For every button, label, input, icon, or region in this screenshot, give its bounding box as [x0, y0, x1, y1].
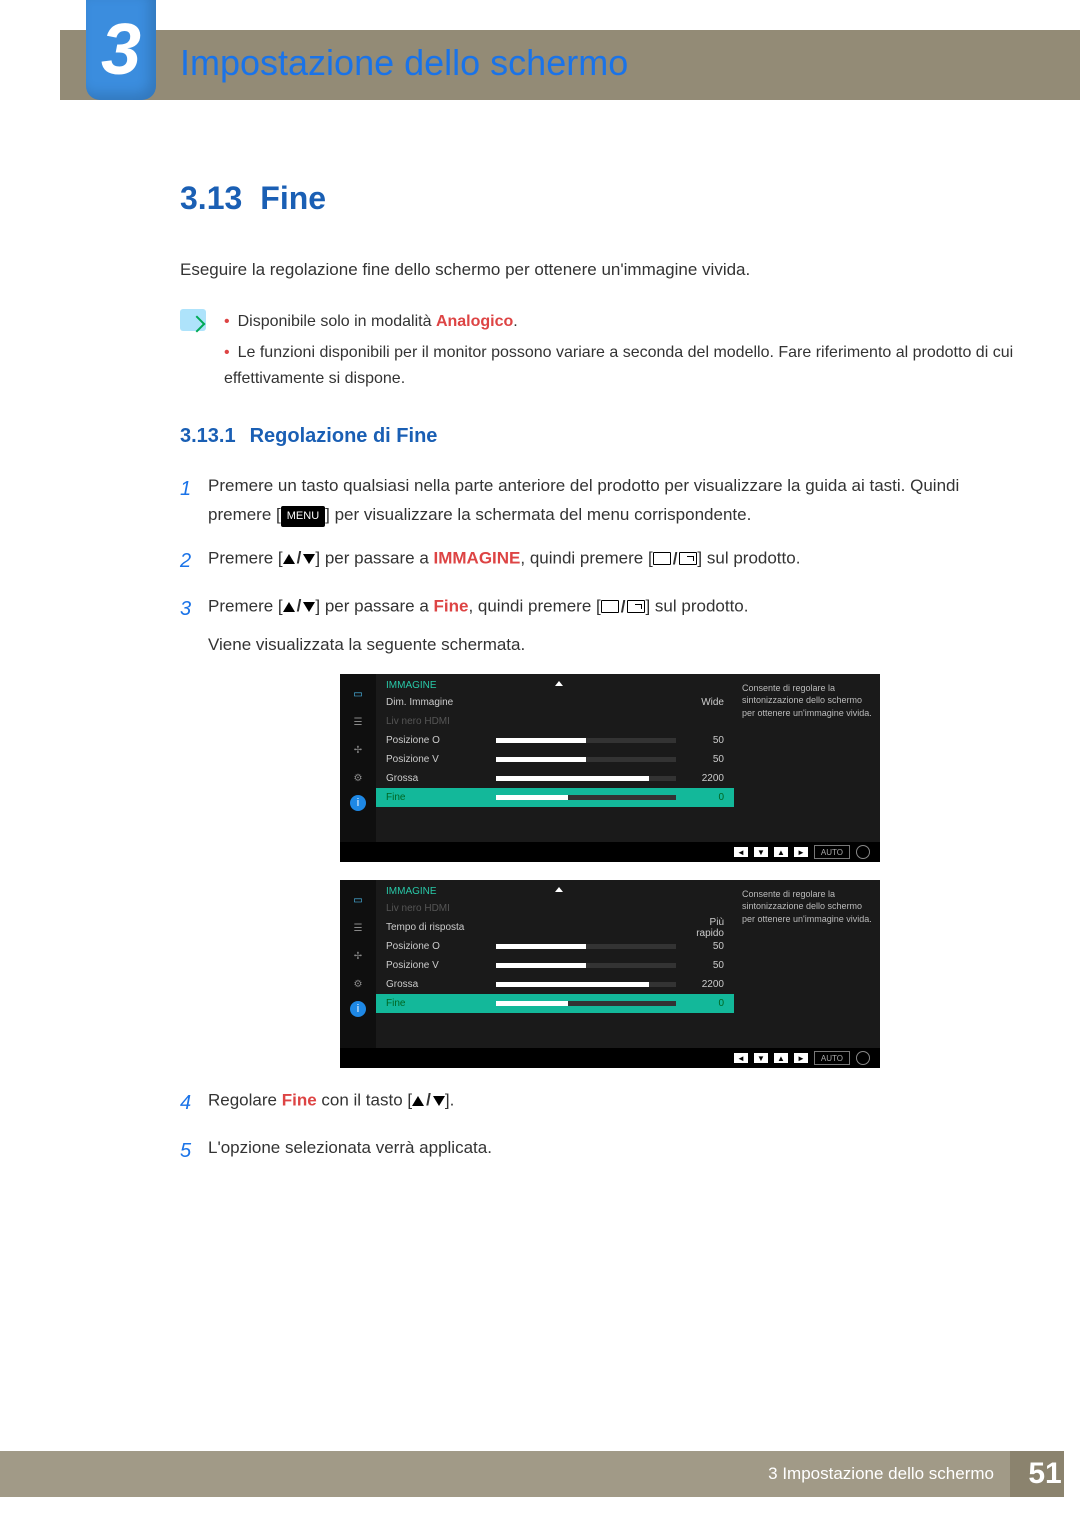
osd-row: Grossa2200 — [376, 975, 734, 994]
osd-row: Posizione O50 — [376, 937, 734, 956]
footer-page: 51 — [1010, 1451, 1080, 1497]
osd-row: Posizione V50 — [376, 750, 734, 769]
osd-row: Grossa2200 — [376, 769, 734, 788]
osd-sidebar: ▭ ☰ ✢ ⚙ i — [340, 880, 376, 1048]
osd-row: Fine0 — [376, 994, 734, 1013]
osd-panel: ▭ ☰ ✢ ⚙ i IMMAGINEDim. ImmagineWideLiv nero H… — [340, 674, 880, 862]
steps-bottom: 4Regolare Fine con il tasto [/]. 5L'opzio… — [180, 1086, 1020, 1168]
monitor-icon: ▭ — [347, 683, 369, 705]
steps: 1Premere un tasto qualsiasi nella parte … — [180, 472, 1020, 660]
osd-row: Liv nero HDMI — [376, 712, 734, 731]
gear-icon: ⚙ — [347, 767, 369, 789]
osd-row: Dim. ImmagineWide — [376, 693, 734, 712]
osd-row: Liv nero HDMI — [376, 899, 734, 918]
list-icon: ☰ — [347, 917, 369, 939]
osd-footer: ◄▼▲►AUTO — [340, 842, 880, 862]
move-icon: ✢ — [347, 945, 369, 967]
osd-center: IMMAGINEDim. ImmagineWideLiv nero HDMIPo… — [376, 674, 734, 842]
step: 2Premere [/] per passare a IMMAGINE, qui… — [180, 544, 1020, 578]
step: 1Premere un tasto qualsiasi nella parte … — [180, 472, 1020, 530]
osd-row: Posizione V50 — [376, 956, 734, 975]
footer-text: 3 Impostazione dello schermo — [768, 1464, 994, 1484]
monitor-icon: ▭ — [347, 889, 369, 911]
osd-sidebar: ▭ ☰ ✢ ⚙ i — [340, 674, 376, 842]
step: 4Regolare Fine con il tasto [/]. — [180, 1086, 1020, 1120]
step: 5L'opzione selezionata verrà applicata. — [180, 1134, 1020, 1168]
intro-text: Eseguire la regolazione fine dello scher… — [180, 257, 1020, 283]
page: 3 Impostazione dello schermo 3.13Fine Es… — [0, 0, 1080, 1527]
note-list: •Disponibile solo in modalità Analogico.… — [224, 309, 1020, 398]
note-item: •Le funzioni disponibili per il monitor … — [224, 340, 1020, 391]
osd-row: Posizione O50 — [376, 731, 734, 750]
chapter-number: 3 — [86, 0, 156, 100]
note-icon — [180, 309, 206, 331]
osd-row: Tempo di rispostaPiù rapido — [376, 918, 734, 937]
content: 3.13Fine Eseguire la regolazione fine de… — [180, 180, 1020, 1182]
section-heading: 3.13Fine — [180, 180, 1020, 217]
chapter-title: Impostazione dello schermo — [180, 42, 628, 84]
osd-help: Consente di regolare la sintonizzazione … — [734, 880, 880, 1048]
step: 3Premere [/] per passare a Fine, quindi … — [180, 592, 1020, 660]
osd-footer: ◄▼▲►AUTO — [340, 1048, 880, 1068]
osd-row: Fine0 — [376, 788, 734, 807]
footer: 3 Impostazione dello schermo 51 — [0, 1451, 1080, 1497]
move-icon: ✢ — [347, 739, 369, 761]
osd-screenshots: ▭ ☰ ✢ ⚙ i IMMAGINEDim. ImmagineWideLiv nero H… — [340, 674, 1020, 1068]
osd-help: Consente di regolare la sintonizzazione … — [734, 674, 880, 842]
list-icon: ☰ — [347, 711, 369, 733]
subsection-heading: 3.13.1Regolazione di Fine — [180, 425, 1020, 448]
info-icon: i — [350, 795, 366, 811]
osd-panel: ▭ ☰ ✢ ⚙ i IMMAGINELiv nero HDMITempo di rispo… — [340, 880, 880, 1068]
osd-center: IMMAGINELiv nero HDMITempo di rispostaPi… — [376, 880, 734, 1048]
gear-icon: ⚙ — [347, 973, 369, 995]
note-block: •Disponibile solo in modalità Analogico.… — [180, 309, 1020, 398]
note-item: •Disponibile solo in modalità Analogico. — [224, 309, 1020, 335]
info-icon: i — [350, 1001, 366, 1017]
